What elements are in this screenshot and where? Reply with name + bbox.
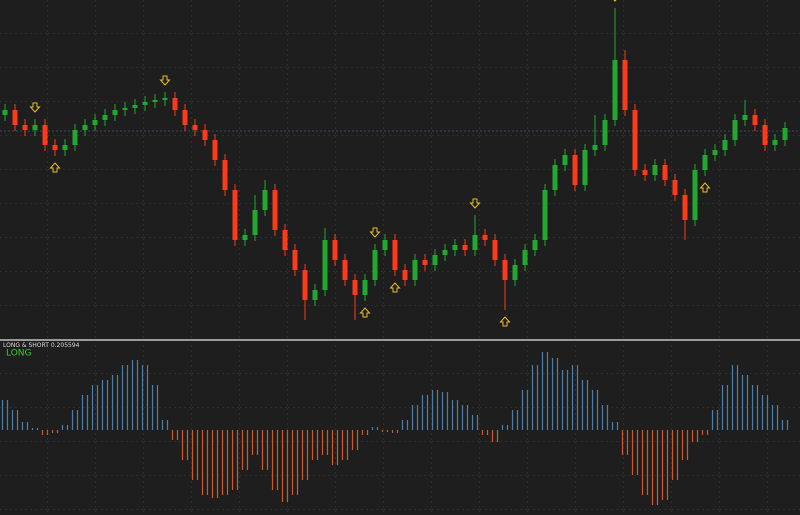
oscillator-grid bbox=[0, 342, 800, 515]
candle-body bbox=[462, 245, 468, 250]
candle-body bbox=[412, 260, 418, 280]
candle-body bbox=[532, 240, 538, 250]
candle-body bbox=[542, 190, 548, 240]
candle-body bbox=[202, 130, 208, 140]
candle-body bbox=[32, 125, 38, 130]
buy-arrow bbox=[389, 282, 401, 293]
candle-body bbox=[662, 165, 668, 180]
sell-arrow bbox=[159, 75, 171, 86]
candle-body bbox=[82, 125, 88, 130]
candle-body bbox=[592, 145, 598, 150]
candle-body bbox=[632, 110, 638, 170]
candle-body bbox=[72, 130, 78, 145]
candle-body bbox=[2, 110, 8, 115]
candle-body bbox=[522, 250, 528, 265]
candle-body bbox=[172, 98, 178, 110]
candle-body bbox=[432, 255, 438, 265]
candle-body bbox=[92, 120, 98, 125]
candle-body bbox=[382, 240, 388, 250]
candle-body bbox=[272, 190, 278, 230]
sell-arrow bbox=[469, 198, 481, 209]
candle-body bbox=[642, 170, 648, 175]
candle-body bbox=[772, 140, 778, 145]
candle-body bbox=[422, 260, 428, 265]
candle-body bbox=[122, 108, 128, 110]
candle-body bbox=[352, 280, 358, 295]
candle-body bbox=[562, 155, 568, 165]
sell-arrow bbox=[29, 102, 41, 113]
candle-body bbox=[232, 190, 238, 240]
candle-body bbox=[242, 235, 248, 240]
candle-body bbox=[22, 125, 28, 130]
candle-body bbox=[552, 165, 558, 190]
candle-body bbox=[372, 250, 378, 280]
candle-body bbox=[602, 120, 608, 145]
candle-body bbox=[182, 110, 188, 125]
candle-body bbox=[142, 102, 148, 105]
candle-body bbox=[732, 120, 738, 140]
candle-body bbox=[102, 115, 108, 120]
candle-body bbox=[472, 235, 478, 250]
candle-body bbox=[322, 240, 328, 290]
candle-body bbox=[222, 160, 228, 190]
candle-body bbox=[52, 145, 58, 150]
indicator-state: LONG bbox=[6, 349, 32, 359]
candle-body bbox=[512, 265, 518, 280]
candle-body bbox=[692, 170, 698, 220]
candle-body bbox=[312, 290, 318, 300]
candle-body bbox=[702, 155, 708, 170]
candle-body bbox=[152, 100, 158, 102]
candle-body bbox=[192, 125, 198, 130]
candle-body bbox=[612, 60, 618, 120]
candle-body bbox=[392, 240, 398, 270]
candle-body bbox=[362, 280, 368, 295]
candle-body bbox=[722, 140, 728, 150]
candle-body bbox=[502, 260, 508, 280]
candle-body bbox=[62, 145, 68, 150]
candle-body bbox=[672, 180, 678, 195]
price-grid bbox=[0, 0, 800, 338]
candle-body bbox=[682, 195, 688, 220]
candle-body bbox=[742, 115, 748, 120]
candle-body bbox=[442, 250, 448, 255]
candle-body bbox=[42, 125, 48, 145]
candle-body bbox=[402, 270, 408, 280]
candle-body bbox=[572, 155, 578, 185]
candle-body bbox=[132, 105, 138, 108]
candle-body bbox=[262, 190, 268, 210]
candle-body bbox=[652, 165, 658, 175]
sell-arrow bbox=[369, 227, 381, 238]
candle-body bbox=[282, 230, 288, 250]
candle-body bbox=[492, 240, 498, 260]
candle-body bbox=[292, 250, 298, 270]
candle-body bbox=[162, 98, 168, 100]
buy-arrow bbox=[499, 316, 511, 327]
buy-arrow bbox=[359, 307, 371, 318]
candle-body bbox=[212, 140, 218, 160]
candle-body bbox=[622, 60, 628, 110]
candle-body bbox=[712, 150, 718, 155]
candle-body bbox=[12, 110, 18, 125]
candle-body bbox=[762, 125, 768, 145]
candle-body bbox=[342, 260, 348, 280]
buy-arrow bbox=[49, 162, 61, 173]
candle-body bbox=[112, 110, 118, 115]
buy-arrow bbox=[699, 182, 711, 193]
candle-body bbox=[782, 128, 788, 140]
candle-body bbox=[452, 245, 458, 250]
price-panel bbox=[2, 0, 788, 327]
candle-body bbox=[302, 270, 308, 300]
candle-body bbox=[582, 150, 588, 185]
candle-body bbox=[752, 115, 758, 125]
indicator-title: LONG & SHORT 0.205594 bbox=[3, 342, 80, 349]
oscillator-panel bbox=[1, 352, 789, 505]
candle-body bbox=[482, 235, 488, 240]
candle-body bbox=[332, 240, 338, 260]
candle-body bbox=[252, 210, 258, 235]
